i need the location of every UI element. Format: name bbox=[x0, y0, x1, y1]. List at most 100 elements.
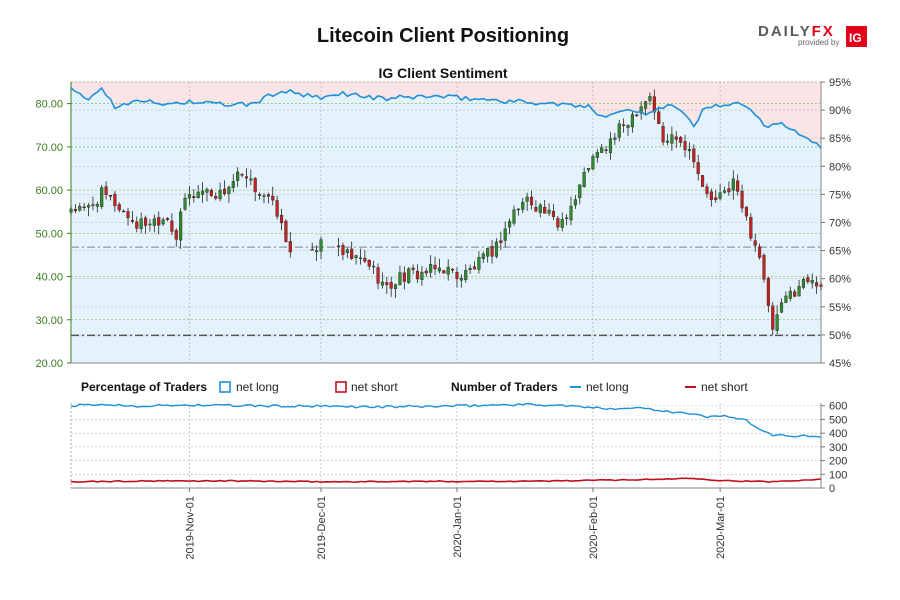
grid-lines-bottom bbox=[70, 403, 822, 489]
candle-body bbox=[727, 188, 731, 193]
candle-body bbox=[718, 192, 722, 199]
candle-body bbox=[122, 210, 126, 213]
candle-body bbox=[415, 270, 420, 280]
candle-body bbox=[468, 268, 472, 271]
candle-body bbox=[398, 272, 402, 285]
candle-body bbox=[801, 278, 806, 288]
candle-body bbox=[262, 195, 266, 197]
percentage-tick-label: 55% bbox=[829, 302, 851, 314]
candle-body bbox=[591, 156, 595, 170]
date-axis-ticks: 2019-Nov-01 2019-Dec-01 2020-Jan-01 2020-Fe… bbox=[184, 488, 727, 560]
candle-body bbox=[600, 147, 604, 153]
candle-body bbox=[209, 189, 213, 196]
candle-body bbox=[100, 187, 104, 207]
net-short-count-line bbox=[70, 477, 822, 484]
candle-body bbox=[279, 214, 284, 224]
logo-provided-by: provided by bbox=[798, 38, 839, 47]
price-tick-label: 60.00 bbox=[35, 185, 63, 197]
candle-body bbox=[130, 219, 134, 222]
logo-daily: DAILY bbox=[758, 23, 812, 40]
candle-body bbox=[161, 219, 165, 225]
candle-body bbox=[626, 125, 630, 128]
date-tick-label: 2019-Nov-01 bbox=[184, 496, 196, 560]
candle-body bbox=[806, 277, 810, 282]
candle-body bbox=[793, 291, 797, 297]
candle-body bbox=[696, 162, 700, 175]
candle-body bbox=[529, 196, 534, 206]
candle-body bbox=[551, 211, 556, 217]
candle-body bbox=[749, 217, 753, 239]
candle-body bbox=[714, 197, 718, 200]
candle-body bbox=[433, 264, 437, 270]
ig-logo-text: IG bbox=[849, 31, 862, 45]
candle-body bbox=[231, 181, 235, 188]
candle-body bbox=[797, 285, 801, 297]
candle-body bbox=[214, 196, 218, 199]
net-long-count-line bbox=[70, 402, 822, 438]
candle-body bbox=[363, 257, 367, 262]
price-tick-label: 80.00 bbox=[35, 99, 63, 111]
candle-body bbox=[117, 204, 121, 211]
candle-body bbox=[569, 205, 573, 221]
candle-body bbox=[165, 218, 170, 220]
candle-body bbox=[201, 190, 205, 195]
candle-body bbox=[367, 259, 371, 267]
candle-body bbox=[630, 114, 634, 128]
percentage-tick-label: 95% bbox=[829, 77, 851, 89]
candle-body bbox=[815, 282, 819, 287]
candle-body bbox=[78, 206, 82, 211]
count-tick-label: 300 bbox=[829, 442, 847, 454]
candle-body bbox=[376, 267, 380, 284]
candle-body bbox=[358, 257, 363, 259]
candle-body bbox=[779, 302, 784, 313]
legend-net-short-box-icon bbox=[335, 381, 347, 393]
candle-body bbox=[608, 138, 613, 153]
candle-body bbox=[635, 114, 639, 117]
percentage-tick-label: 70% bbox=[829, 218, 851, 230]
price-axis-ticks: 20.00 30.00 40.00 50.00 60.00 70.00 80.00 bbox=[35, 99, 71, 370]
legend-net-short-label: net short bbox=[351, 380, 398, 394]
candle-body bbox=[152, 218, 156, 226]
candle-body bbox=[236, 171, 240, 181]
candle-body bbox=[222, 188, 227, 195]
candle-body bbox=[758, 246, 762, 258]
percentage-tick-label: 65% bbox=[829, 246, 851, 258]
candle-body bbox=[442, 270, 446, 274]
candle-body bbox=[670, 134, 674, 144]
candle-body bbox=[179, 211, 183, 241]
candle-body bbox=[494, 241, 498, 257]
dailyfx-logo: DAILYFX provided by IG bbox=[758, 23, 867, 47]
candle-body bbox=[464, 270, 468, 280]
candle-body bbox=[722, 190, 727, 193]
candle-body bbox=[187, 194, 191, 199]
candle-body bbox=[521, 201, 525, 210]
candle-body bbox=[819, 284, 823, 287]
candle-body bbox=[420, 271, 424, 280]
count-tick-label: 400 bbox=[829, 428, 847, 440]
candle-body bbox=[613, 137, 617, 140]
candle-body bbox=[389, 282, 393, 289]
candle-body bbox=[788, 290, 792, 299]
candle-body bbox=[508, 221, 512, 228]
candle-body bbox=[740, 191, 744, 209]
candle-body bbox=[266, 194, 270, 197]
candle-body bbox=[744, 206, 748, 217]
candle-body bbox=[407, 268, 411, 283]
candle-body bbox=[661, 125, 665, 143]
candle-body bbox=[674, 136, 678, 140]
date-tick-label: 2019-Dec-01 bbox=[316, 496, 328, 560]
candle-body bbox=[249, 178, 253, 181]
candle-body bbox=[644, 101, 648, 109]
candle-body bbox=[258, 194, 262, 196]
price-tick-label: 50.00 bbox=[35, 228, 63, 240]
price-tick-label: 40.00 bbox=[35, 272, 63, 284]
date-tick-label: 2020-Feb-01 bbox=[588, 496, 600, 559]
candle-body bbox=[113, 193, 117, 207]
candle-body bbox=[446, 266, 450, 275]
candle-body bbox=[148, 223, 152, 226]
candle-body bbox=[701, 175, 705, 187]
percentage-axis-ticks: 45% 50% 55% 60% 65% 70% 75% 80% 85% 90% 95% bbox=[821, 77, 851, 370]
reference-lines bbox=[71, 246, 821, 337]
logo-text: DAILYFX bbox=[758, 23, 835, 40]
